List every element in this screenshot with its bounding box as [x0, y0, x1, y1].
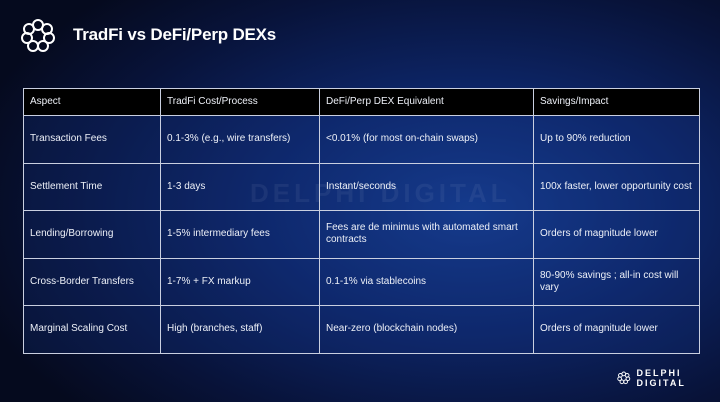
- column-header: TradFi Cost/Process: [160, 88, 320, 116]
- table-cell: Lending/Borrowing: [23, 210, 161, 259]
- table-cell: Settlement Time: [23, 162, 161, 211]
- page-title: TradFi vs DeFi/Perp DEXs: [73, 25, 277, 44]
- column-header: DeFi/Perp DEX Equivalent: [319, 88, 534, 116]
- delphi-logo-icon: [617, 371, 631, 385]
- table-cell: 80-90% savings ; all-in cost will vary: [533, 257, 700, 306]
- table-row: Marginal Scaling Cost High (branches, sta…: [23, 305, 700, 354]
- footer-brand-text: DELPHI DIGITAL: [636, 368, 686, 388]
- table-cell: 1-5% intermediary fees: [160, 210, 320, 259]
- table-cell: 1-3 days: [160, 162, 320, 211]
- table-cell: High (branches, staff): [160, 305, 320, 354]
- table-row: Settlement Time 1-3 days Instant/seconds 10…: [23, 162, 700, 211]
- table-cell: Orders of magnitude lower: [533, 305, 700, 354]
- table-header-row: Aspect TradFi Cost/Process DeFi/Perp DEX…: [23, 88, 700, 116]
- table-cell: Instant/seconds: [319, 162, 534, 211]
- table-cell: Cross-Border Transfers: [23, 257, 161, 306]
- table-cell: 100x faster, lower opportunity cost: [533, 162, 700, 211]
- footer-brand: DELPHI DIGITAL: [617, 368, 720, 388]
- table-row: Cross-Border Transfers 1-7% + FX markup 0.…: [23, 257, 700, 306]
- table-row: Transaction Fees 0.1-3% (e.g., wire trans…: [23, 115, 700, 164]
- delphi-logo-icon: [21, 19, 55, 52]
- table-cell: 0.1-1% via stablecoins: [319, 257, 534, 306]
- table-cell: Orders of magnitude lower: [533, 210, 700, 259]
- comparison-table: Aspect TradFi Cost/Process DeFi/Perp DEX…: [23, 88, 700, 354]
- table-row: Lending/Borrowing 1-5% intermediary fees F…: [23, 210, 700, 259]
- column-header: Savings/Impact: [533, 88, 700, 116]
- table-cell: Up to 90% reduction: [533, 115, 700, 164]
- table-cell: 1-7% + FX markup: [160, 257, 320, 306]
- table-cell: Near-zero (blockchain nodes): [319, 305, 534, 354]
- table-cell: <0.01% (for most on-chain swaps): [319, 115, 534, 164]
- column-header: Aspect: [23, 88, 161, 116]
- table-cell: Fees are de minimus with automated smart…: [319, 210, 534, 259]
- table-cell: Marginal Scaling Cost: [23, 305, 161, 354]
- table-cell: 0.1-3% (e.g., wire transfers): [160, 115, 320, 164]
- table-cell: Transaction Fees: [23, 115, 161, 164]
